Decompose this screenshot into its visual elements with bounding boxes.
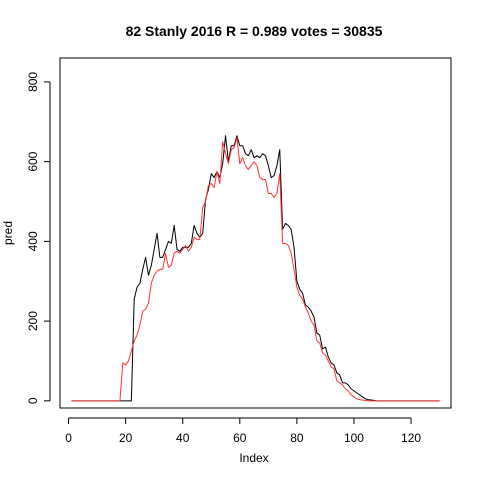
y-tick-label: 800 (26, 72, 40, 92)
y-tick-label: 600 (26, 151, 40, 171)
series-line-1 (71, 135, 440, 402)
x-tick-label: 100 (344, 431, 364, 445)
y-tick-label: 400 (26, 231, 40, 251)
chart-title: 82 Stanly 2016 R = 0.989 votes = 30835 (126, 23, 383, 39)
x-tick-label: 120 (401, 431, 421, 445)
x-tick-label: 40 (176, 431, 190, 445)
y-axis: 0 200 400 600 800 (26, 72, 51, 404)
plot-frame (59, 57, 452, 409)
x-tick-label: 0 (65, 431, 72, 445)
x-tick-label: 80 (290, 431, 304, 445)
x-tick-label: 20 (119, 431, 133, 445)
x-axis-label: Index (239, 451, 268, 465)
x-axis: 0 20 40 60 80 100 120 (65, 417, 421, 445)
x-tick-label: 60 (233, 431, 247, 445)
y-tick-label: 0 (26, 397, 40, 404)
y-axis-label: pred (1, 221, 15, 245)
series-layer (71, 135, 440, 402)
series-line-2 (71, 137, 440, 402)
y-tick-label: 200 (26, 311, 40, 331)
